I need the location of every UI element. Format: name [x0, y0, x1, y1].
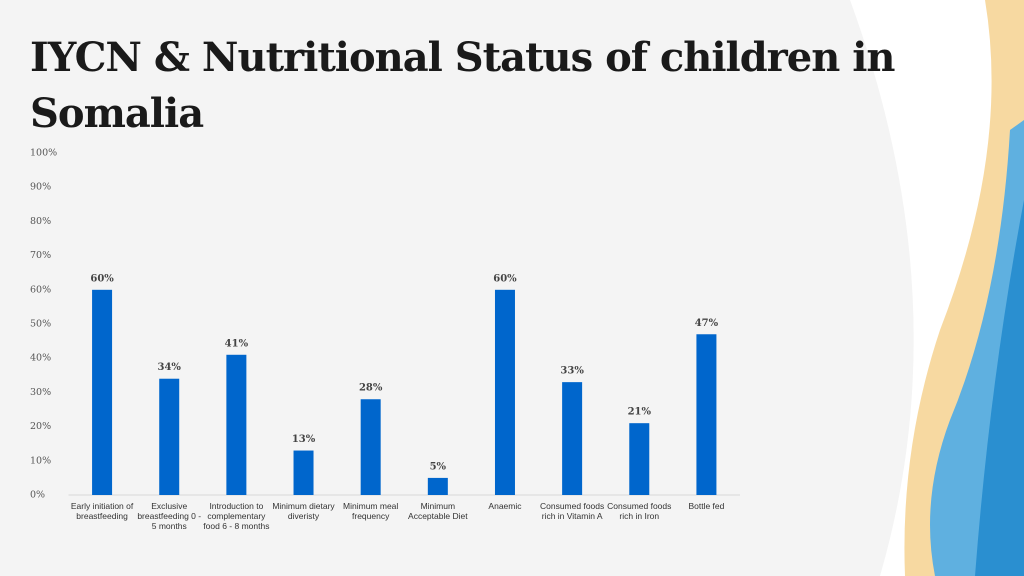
bar — [696, 334, 717, 495]
value-label: 60% — [90, 273, 114, 284]
value-label: 5% — [430, 461, 447, 472]
y-tick-label: 80% — [30, 216, 51, 227]
value-label: 47% — [695, 318, 719, 329]
y-tick-label: 70% — [30, 250, 51, 261]
y-tick-label: 100% — [30, 148, 57, 159]
value-label: 34% — [158, 362, 182, 373]
x-tick-label: Early initiation of breastfeeding — [70, 501, 134, 521]
x-tick-label: Exclusive breastfeeding 0 - 5 months — [137, 501, 202, 531]
y-tick-label: 0% — [30, 490, 45, 501]
y-tick-label: 90% — [30, 182, 51, 193]
x-tick-label: Consumed foods rich in Vitamin A — [539, 501, 605, 521]
x-tick-label: Minimum Acceptable Diet — [408, 501, 468, 521]
bar — [494, 289, 515, 495]
x-tick-label: Bottle fed — [688, 501, 725, 511]
bar — [226, 354, 247, 495]
value-label: 28% — [359, 383, 383, 394]
x-tick-label: Anaemic — [488, 501, 522, 511]
bar — [293, 450, 314, 495]
y-tick-label: 60% — [30, 284, 51, 295]
value-label: 13% — [292, 434, 316, 445]
y-tick-label: 50% — [30, 319, 51, 330]
x-tick-label: Minimum dietary diveristy — [272, 501, 335, 521]
bar — [360, 399, 381, 495]
chart-title: IYCN & Nutritional Status of children in… — [30, 34, 896, 137]
decor-blue-dark — [975, 200, 1024, 576]
value-label: 60% — [493, 273, 517, 284]
bar — [629, 423, 650, 495]
y-tick-label: 10% — [30, 455, 51, 466]
y-tick-label: 30% — [30, 387, 51, 398]
x-tick-label: Minimum meal frequency — [343, 501, 399, 521]
value-label: 33% — [560, 366, 584, 377]
bar — [427, 477, 448, 495]
x-tick-label: Introduction to complementary food 6 - 8… — [203, 501, 270, 531]
bar — [562, 382, 583, 495]
value-label: 21% — [628, 407, 652, 418]
x-tick-label: Consumed foods rich in Iron — [607, 501, 672, 521]
bar — [92, 289, 113, 495]
bar — [159, 378, 180, 495]
value-label: 41% — [225, 338, 249, 349]
y-tick-label: 20% — [30, 421, 51, 432]
y-tick-label: 40% — [30, 353, 51, 364]
